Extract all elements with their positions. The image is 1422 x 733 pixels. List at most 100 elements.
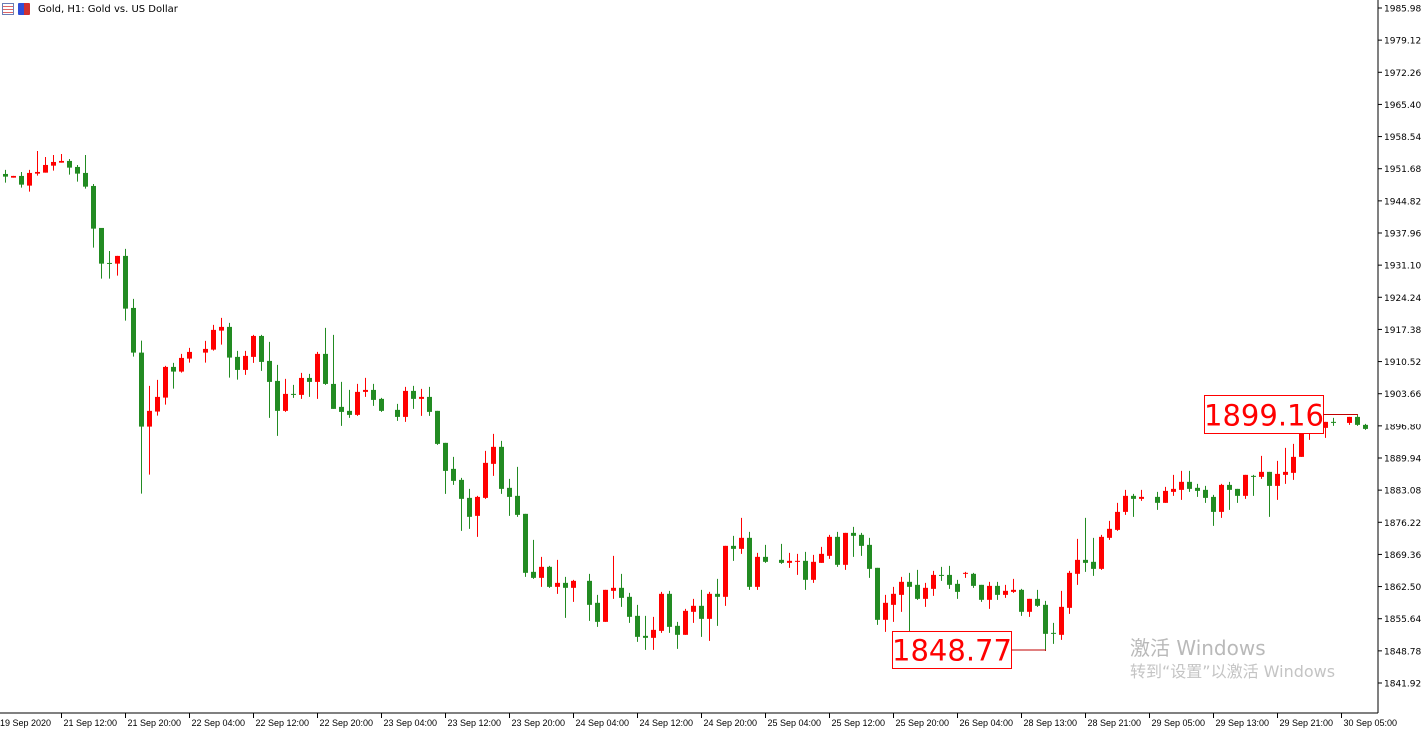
- candle-body: [91, 185, 96, 229]
- candle-body: [75, 166, 80, 174]
- time-tick-label: 25 Sep 12:00: [832, 718, 886, 728]
- candle-bullish: [403, 386, 408, 422]
- candle-body: [347, 410, 352, 415]
- candle-body: [539, 566, 544, 578]
- candle-body: [691, 605, 696, 612]
- candle-body: [707, 593, 712, 619]
- chart-title-bar: Gold, H1: Gold vs. US Dollar: [2, 2, 178, 16]
- candle-body: [931, 574, 936, 589]
- candle-body: [1115, 511, 1120, 530]
- candle-bearish: [763, 544, 768, 563]
- candle-bullish: [539, 556, 544, 587]
- windows-activation-hint: 转到“设置”以激活 Windows: [1130, 662, 1336, 681]
- candle-bearish: [1043, 600, 1048, 651]
- candle-bearish: [339, 381, 344, 426]
- candle-bearish: [1203, 485, 1208, 503]
- candle-body: [651, 629, 656, 638]
- candle-bullish: [219, 317, 224, 345]
- candle-body: [995, 585, 1000, 595]
- candle-body: [1299, 429, 1304, 457]
- candle-body: [1043, 604, 1048, 634]
- candle-body: [963, 572, 968, 574]
- candle-bullish: [163, 365, 168, 405]
- candle-body: [611, 587, 616, 591]
- price-tick-label: 1869.36: [1384, 551, 1421, 561]
- candle-bullish: [1275, 460, 1280, 500]
- candle-body: [643, 635, 648, 638]
- candle-bearish: [595, 594, 600, 627]
- candle-body: [915, 584, 920, 599]
- candle-body: [531, 571, 536, 578]
- candle-bearish: [75, 164, 80, 182]
- candle-body: [627, 596, 632, 617]
- candle-body: [947, 574, 952, 585]
- price-tick-label: 1855.64: [1384, 615, 1421, 625]
- candle-body: [139, 352, 144, 427]
- candle-bearish: [459, 477, 464, 531]
- candle-bearish: [67, 158, 72, 175]
- time-tick-label: 25 Sep 20:00: [896, 718, 950, 728]
- time-tick-label: 29 Sep 13:00: [1216, 718, 1270, 728]
- price-tick-label: 1903.66: [1384, 390, 1421, 400]
- candle-bullish: [1171, 474, 1176, 496]
- candle-bearish: [779, 543, 784, 564]
- candle-bullish: [243, 350, 248, 375]
- price-tick-label: 1841.92: [1384, 680, 1421, 690]
- candle-body: [307, 377, 312, 382]
- time-tick-label: 22 Sep 04:00: [192, 718, 246, 728]
- candle-body: [1291, 456, 1296, 473]
- price-tick-label: 1985.98: [1384, 5, 1421, 15]
- candle-bullish: [755, 552, 760, 590]
- candle-body: [1171, 488, 1176, 492]
- time-tick-label: 28 Sep 21:00: [1088, 718, 1142, 728]
- time-tick-label: 19 Sep 2020: [0, 718, 51, 728]
- candle-body: [131, 307, 136, 353]
- low-price-label[interactable]: 1848.77: [892, 631, 1046, 669]
- candle-bearish: [563, 576, 568, 618]
- candle-bearish: [1363, 423, 1368, 430]
- candle-bearish: [499, 440, 504, 494]
- time-tick-label: 22 Sep 20:00: [320, 718, 374, 728]
- candle-bullish: [795, 553, 800, 575]
- candle-body: [1059, 606, 1064, 635]
- price-tick-label: 1944.82: [1384, 197, 1421, 207]
- candle-body: [19, 175, 24, 185]
- candle-bearish: [1251, 474, 1256, 496]
- candle-bearish: [643, 615, 648, 650]
- candle-bullish: [1219, 483, 1224, 518]
- candle-bearish: [1355, 414, 1360, 426]
- candle-bearish: [955, 579, 960, 599]
- candle-bullish: [1299, 429, 1304, 457]
- candle-body: [1251, 475, 1256, 477]
- candle-bearish: [635, 604, 640, 642]
- candle-bearish: [411, 385, 416, 409]
- candle-bearish: [523, 513, 528, 577]
- time-tick-label: 24 Sep 12:00: [640, 718, 694, 728]
- candle-body: [979, 584, 984, 600]
- candle-body: [123, 255, 128, 309]
- price-tick-label: 1937.96: [1384, 230, 1421, 240]
- candle-body: [1075, 559, 1080, 574]
- candle-body: [1163, 490, 1168, 503]
- candle-bearish: [323, 327, 328, 385]
- candle-bearish: [443, 442, 448, 494]
- candle-body: [43, 164, 48, 173]
- candle-bullish: [1259, 455, 1264, 479]
- candle-body: [1067, 572, 1072, 608]
- candle-body: [67, 160, 72, 168]
- candle-bullish: [187, 347, 192, 363]
- price-axis[interactable]: 1985.98 1979.12 1972.26 1965.40 1958.54 1951.…: [1378, 5, 1421, 690]
- candle-body: [1219, 484, 1224, 512]
- candle-body: [147, 410, 152, 427]
- time-axis[interactable]: 19 Sep 2020 21 Sep 12:00 21 Sep 20:00 22 Se…: [0, 713, 1397, 728]
- candle-body: [499, 446, 504, 489]
- candle-bearish: [851, 526, 856, 557]
- save-icon[interactable]: [18, 3, 30, 15]
- candle-bearish: [731, 535, 736, 561]
- chart-table-icon[interactable]: [2, 3, 14, 15]
- candle-body: [299, 377, 304, 395]
- time-tick-label: 23 Sep 12:00: [448, 718, 502, 728]
- high-price-label[interactable]: 1899.16: [1204, 395, 1358, 434]
- candle-bullish: [931, 570, 936, 596]
